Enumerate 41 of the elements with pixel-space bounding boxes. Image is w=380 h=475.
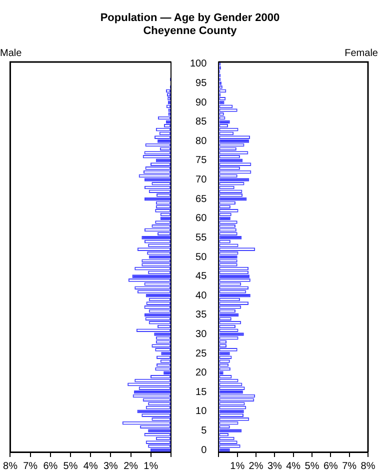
x-tick-label: 8%	[3, 460, 18, 472]
y-tick-label: 75	[196, 155, 208, 166]
x-tick-label: 7%	[23, 460, 38, 472]
x-tick-label: 6%	[43, 460, 58, 472]
y-tick-label: 70	[196, 174, 208, 186]
y-tick-label: 95	[196, 78, 208, 89]
x-tick-label: 7%	[342, 460, 357, 472]
y-tick-label: 85	[196, 116, 208, 128]
y-tick-label: 55	[196, 232, 208, 244]
x-tick-label: 2%	[124, 460, 138, 472]
x-tick-label: 1%	[230, 460, 245, 472]
y-tick-label: 20	[196, 368, 208, 379]
x-tick-label: 3%	[267, 460, 282, 472]
x-tick-label: 4%	[286, 460, 301, 472]
y-tick-label: 100	[190, 58, 208, 70]
y-tick-label: 40	[196, 290, 208, 302]
y-tick-label: 0	[201, 444, 208, 456]
text: Male	[0, 48, 22, 59]
x-tick-label: 1%	[144, 460, 158, 472]
x-tick-label: 8%	[360, 460, 376, 472]
y-tick-label: 35	[196, 310, 208, 321]
x-tick-label: 5%	[304, 460, 320, 472]
y-tick-label: 80	[196, 136, 208, 147]
y-tick-label: 50	[196, 252, 208, 263]
x-tick-label: 2%	[248, 460, 264, 472]
y-tick-label: 45	[196, 271, 208, 282]
y-tick-label: 65	[196, 194, 208, 205]
x-tick-label: 4%	[83, 460, 98, 472]
x-tick-label: 5%	[63, 460, 78, 472]
chart-title: Population — Age by Gender 2000	[99, 12, 281, 25]
y-tick-label: 5	[201, 426, 208, 437]
y-tick-label: 25	[196, 348, 208, 360]
text: Female	[344, 48, 378, 59]
x-tick-label: 6%	[323, 460, 338, 472]
x-tick-label: 3%	[103, 460, 118, 472]
y-tick-label: 10	[196, 406, 208, 418]
chart-subtitle: Cheyenne County	[142, 25, 238, 38]
y-tick-label: 30	[196, 328, 208, 340]
y-tick-label: 60	[196, 213, 208, 224]
y-tick-label: 90	[196, 97, 208, 108]
y-tick-label: 15	[196, 386, 208, 398]
